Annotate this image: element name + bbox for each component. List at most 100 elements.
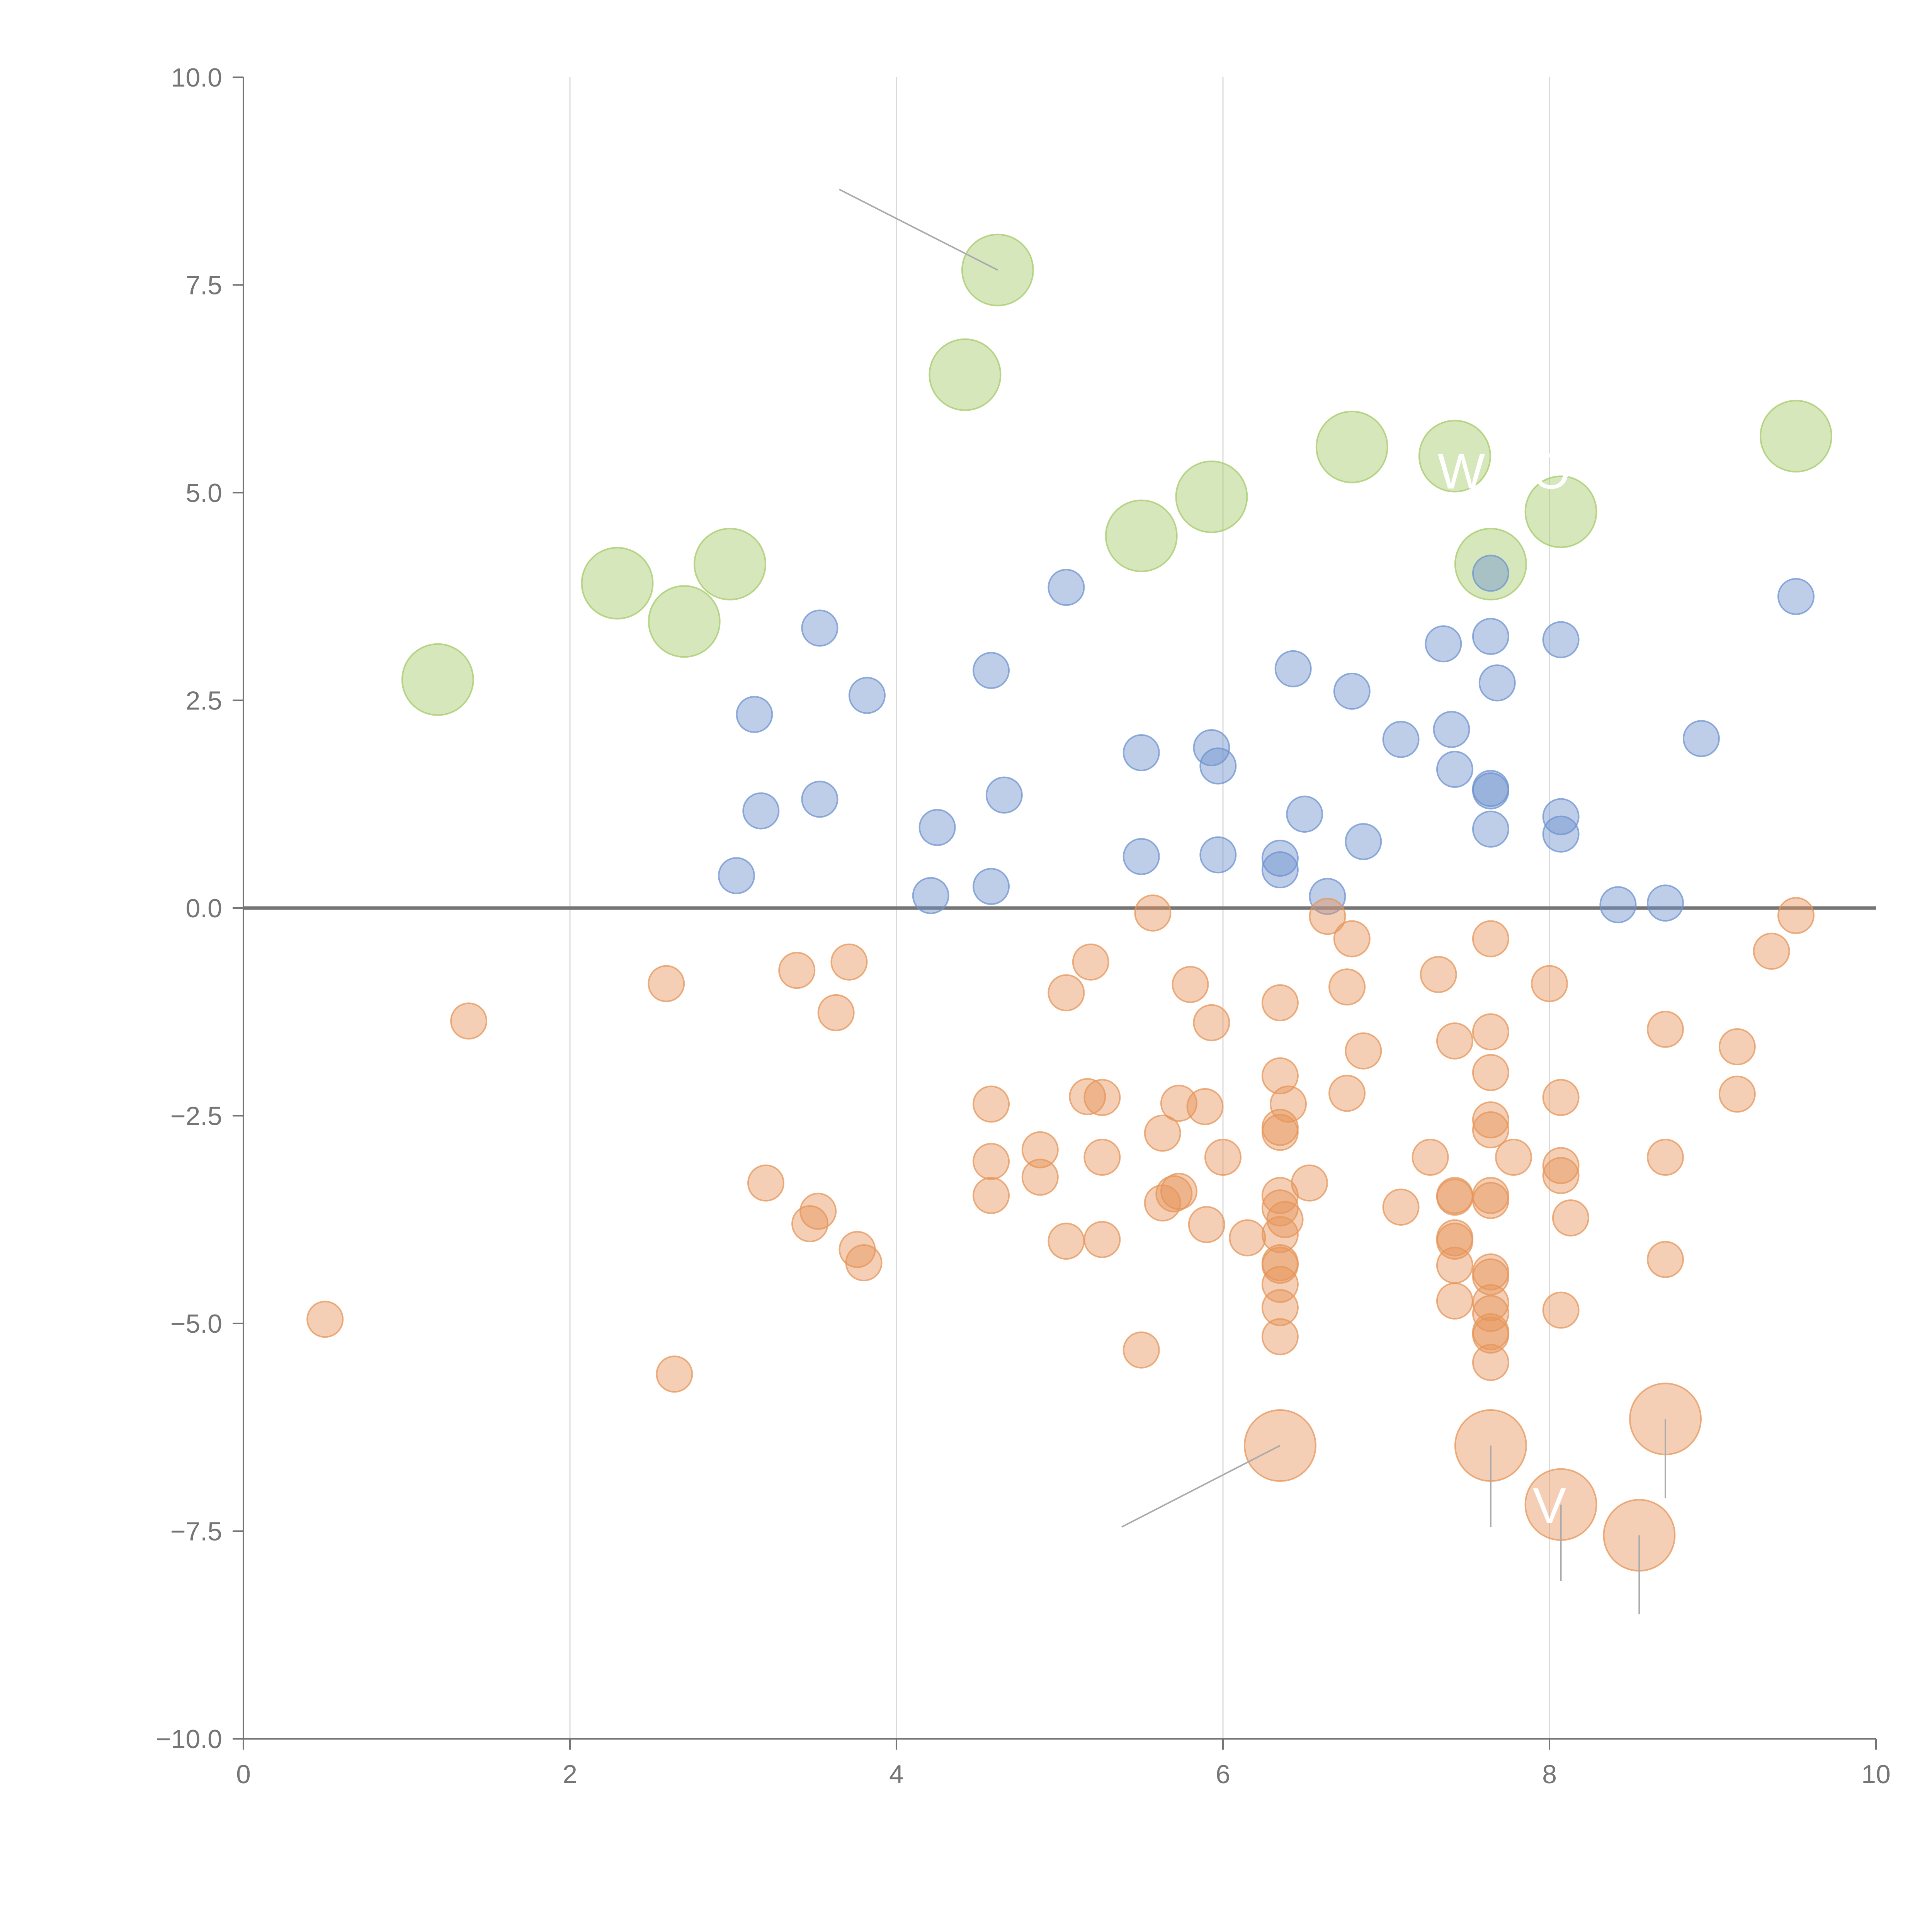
negative-point (1083, 1079, 1121, 1116)
negative-point (1309, 898, 1346, 935)
annotations: V W O (1437, 443, 1570, 1534)
positive-point (1333, 672, 1371, 710)
leader-line (839, 189, 998, 271)
negative-point (1172, 966, 1209, 1003)
negative-point (450, 1002, 488, 1040)
negative-point (1646, 1139, 1684, 1176)
highlight-positive-point (581, 547, 654, 620)
positive-point (718, 857, 755, 895)
negative-point (1436, 1022, 1473, 1060)
negative-point (747, 1164, 784, 1202)
negative-point (1069, 1078, 1106, 1116)
negative-point (973, 1143, 1010, 1180)
positive-point (1199, 747, 1237, 785)
positive-point (801, 609, 838, 647)
leader-line (1121, 1445, 1281, 1528)
highlight-positive-point (1175, 460, 1248, 533)
negative-point (1472, 1284, 1509, 1321)
highlight-positive-point (1315, 410, 1388, 483)
y-tick-label: 7.5 (185, 271, 222, 300)
highlight-positive-point (694, 527, 767, 600)
y-tick-label: 0.0 (185, 894, 222, 923)
negative-point (1261, 1216, 1299, 1253)
negative-point (1472, 920, 1509, 957)
negative-point (1472, 1054, 1509, 1091)
positive-point (1542, 621, 1580, 658)
negative-point (1072, 943, 1109, 981)
negative-point (1083, 1221, 1121, 1258)
highlight-positive-point (648, 585, 721, 658)
positive-point (736, 696, 773, 733)
data-points (306, 233, 1832, 1572)
positive-point (1274, 650, 1312, 687)
negative-point (1261, 984, 1299, 1022)
negative-point (1261, 1114, 1299, 1151)
positive-point (912, 877, 949, 914)
highlight-positive-point (1105, 499, 1178, 572)
negative-point (1531, 965, 1568, 1002)
tick-labels: 0 2 4 6 8 10 10.0 7.5 5.0 2.5 0.0 −2.5 −5.0 −7.5 −10.0 (156, 63, 1891, 1789)
positive-point (1542, 815, 1580, 853)
negative-point (1345, 1032, 1382, 1070)
negative-point (1542, 1157, 1580, 1194)
positive-point (918, 809, 956, 846)
y-tick-label: −2.5 (170, 1102, 222, 1131)
annotation-label: O (1532, 443, 1571, 499)
y-tick-label: −5.0 (170, 1309, 222, 1338)
negative-point (1188, 1206, 1225, 1243)
positive-point (1433, 711, 1470, 748)
positive-point (1478, 664, 1516, 702)
negative-point (1753, 932, 1790, 970)
negative-point (1229, 1219, 1266, 1257)
positive-point (1261, 840, 1299, 877)
negative-point (1472, 1258, 1509, 1296)
positive-point (1382, 721, 1420, 758)
negative-point (973, 1085, 1010, 1123)
positive-point (1122, 734, 1160, 771)
negative-point (1144, 1114, 1181, 1152)
negative-point (1204, 1139, 1242, 1176)
positive-point (1261, 851, 1299, 889)
negative-point (1048, 974, 1085, 1012)
annotation-label: W (1437, 443, 1485, 499)
negative-point (973, 1177, 1010, 1214)
positive-point (973, 868, 1010, 905)
negative-point (1261, 1247, 1299, 1284)
negative-point (1328, 1075, 1366, 1112)
negative-point (1436, 1247, 1473, 1284)
negative-point (1718, 1028, 1756, 1066)
positive-point (848, 677, 886, 714)
negative-point (1472, 1316, 1509, 1354)
y-tick-label: 5.0 (185, 478, 222, 508)
negative-point (1718, 1075, 1756, 1113)
negative-point (791, 1205, 829, 1242)
negative-point (1261, 1289, 1299, 1327)
x-tick-label: 10 (1861, 1760, 1891, 1789)
negative-point (1021, 1131, 1059, 1168)
negative-point (1436, 1179, 1473, 1216)
negative-point (830, 943, 868, 981)
negative-point (1021, 1158, 1059, 1196)
positive-point (742, 792, 780, 830)
positive-point (1472, 772, 1509, 810)
positive-point (985, 776, 1023, 814)
y-tick-label: 10.0 (171, 63, 222, 92)
negative-point (656, 1355, 693, 1393)
positive-point (1286, 796, 1323, 833)
y-tick-label: 2.5 (185, 686, 222, 716)
negative-point (1472, 1111, 1509, 1149)
x-tick-label: 6 (1216, 1760, 1230, 1789)
negative-point (1048, 1223, 1085, 1260)
positive-point (1472, 554, 1509, 592)
highlight-positive-point (1524, 475, 1597, 548)
positive-point (1309, 878, 1346, 915)
negative-point (1261, 1057, 1299, 1095)
y-tick-label: −10.0 (156, 1725, 222, 1754)
negative-point (1083, 1139, 1121, 1176)
positive-point (1048, 569, 1085, 606)
x-tick-label: 4 (889, 1760, 904, 1789)
negative-point (1193, 1004, 1230, 1041)
negative-point (1436, 1282, 1473, 1320)
negative-point (1472, 1013, 1509, 1051)
